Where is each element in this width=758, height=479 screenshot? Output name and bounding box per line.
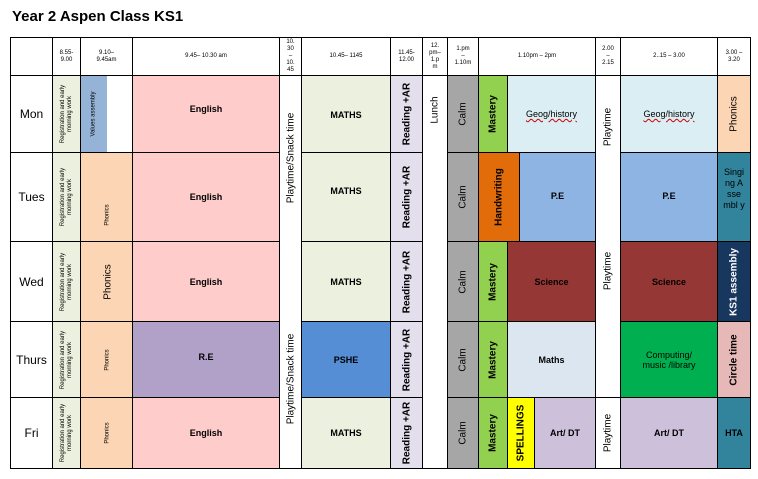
- spellings-cell: SPELLINGS: [507, 397, 535, 469]
- day-label-wed: Wed: [10, 241, 53, 322]
- registration-cell: Registration and early morning work: [52, 75, 81, 153]
- maths-cell: MATHS: [301, 75, 391, 153]
- phonics-cell: Phonics: [80, 321, 133, 398]
- science-cell: Science: [507, 241, 596, 322]
- art-dt-cell: Art/ DT: [620, 397, 718, 469]
- mastery-cell: Mastery: [478, 321, 508, 398]
- singing-assembly-cell: Singi ng Asse mbl y: [717, 152, 751, 242]
- phonics-cell: Phonics: [80, 397, 133, 469]
- time-header: 8.55- 9.00: [52, 37, 81, 76]
- ks1-assembly-cell: KS1 assembly: [717, 241, 751, 322]
- playtime-cell: Playtime: [595, 397, 621, 469]
- time-header: 2.00 – 2.15: [595, 37, 621, 76]
- phonics-cell: Phonics: [80, 152, 133, 242]
- time-header: 12. pm– 1.p m: [422, 37, 448, 76]
- time-header: 1.pm – 1.10m: [447, 37, 479, 76]
- time-header: 3.00 – 3.20: [717, 37, 751, 76]
- science-cell: Science: [620, 241, 718, 322]
- lunch-cell: Lunch: [422, 75, 448, 469]
- time-header: 10.45– 1145: [301, 37, 391, 76]
- calm-cell: Calm: [447, 241, 479, 322]
- playtime-snack-cell: Playtime/Snack time: [279, 75, 302, 241]
- registration-cell: Registration and early morning work: [52, 321, 81, 398]
- corner-cell: [10, 37, 53, 76]
- time-header: 9.45– 10.30 am: [132, 37, 280, 76]
- calm-cell: Calm: [447, 152, 479, 242]
- time-header: 9.10– 9.45am: [80, 37, 133, 76]
- time-header: 1.10pm – 2pm: [478, 37, 596, 76]
- day-label-mon: Mon: [10, 75, 53, 153]
- computing-cell: Computing/ music /library: [620, 321, 718, 398]
- geog-history-cell: Geog/history: [507, 75, 596, 153]
- circle-time-cell: Circle time: [717, 321, 751, 398]
- english-cell: English: [132, 75, 280, 153]
- page-title: Year 2 Aspen Class KS1: [12, 8, 184, 25]
- values-assembly-cell: Values assembly: [80, 75, 133, 153]
- english-cell: English: [132, 152, 280, 242]
- maths-cell: MATHS: [301, 241, 391, 322]
- day-label-fri: Fri: [10, 397, 53, 469]
- english-cell: English: [132, 241, 280, 322]
- mastery-cell: Mastery: [478, 397, 508, 469]
- calm-cell: Calm: [447, 75, 479, 153]
- phonics-cell: Phonics: [717, 75, 751, 153]
- registration-cell: Registration and early morning work: [52, 241, 81, 322]
- reading-cell: Reading +AR: [390, 152, 423, 242]
- maths-cell: Maths: [507, 321, 596, 398]
- pe-cell: P.E: [620, 152, 718, 242]
- reading-cell: Reading +AR: [390, 321, 423, 398]
- reading-cell: Reading +AR: [390, 397, 423, 469]
- day-label-thurs: Thurs: [10, 321, 53, 398]
- maths-cell: MATHS: [301, 397, 391, 469]
- time-header: 2..15 – 3.00: [620, 37, 718, 76]
- mastery-cell: Mastery: [478, 241, 508, 322]
- reading-cell: Reading +AR: [390, 241, 423, 322]
- handwriting-cell: Handwriting: [478, 152, 520, 242]
- hta-cell: HTA: [717, 397, 751, 469]
- reading-cell: Reading +AR: [390, 75, 423, 153]
- day-label-tues: Tues: [10, 152, 53, 242]
- playtime-snack-cell: Playtime/Snack time: [279, 240, 302, 469]
- pshe-cell: PSHE: [301, 321, 391, 398]
- pe-cell: P.E: [519, 152, 596, 242]
- playtime-cell: Playtime: [595, 75, 621, 241]
- time-header: 10. 30 – 10. 45: [279, 37, 302, 76]
- geog-history-cell: Geog/history: [620, 75, 718, 153]
- re-cell: R.E: [132, 321, 280, 398]
- art-dt-cell: Art/ DT: [534, 397, 596, 469]
- phonics-cell: Phonics: [80, 241, 133, 322]
- mastery-cell: Mastery: [478, 75, 508, 153]
- calm-cell: Calm: [447, 321, 479, 398]
- english-cell: English: [132, 397, 280, 469]
- calm-cell: Calm: [447, 397, 479, 469]
- registration-cell: Registration and early morning work: [52, 152, 81, 242]
- registration-cell: Registration and early morning work: [52, 397, 81, 469]
- maths-cell: MATHS: [301, 152, 391, 242]
- playtime-cell: Playtime: [595, 240, 621, 398]
- time-header: 11.45- 12.00: [390, 37, 423, 76]
